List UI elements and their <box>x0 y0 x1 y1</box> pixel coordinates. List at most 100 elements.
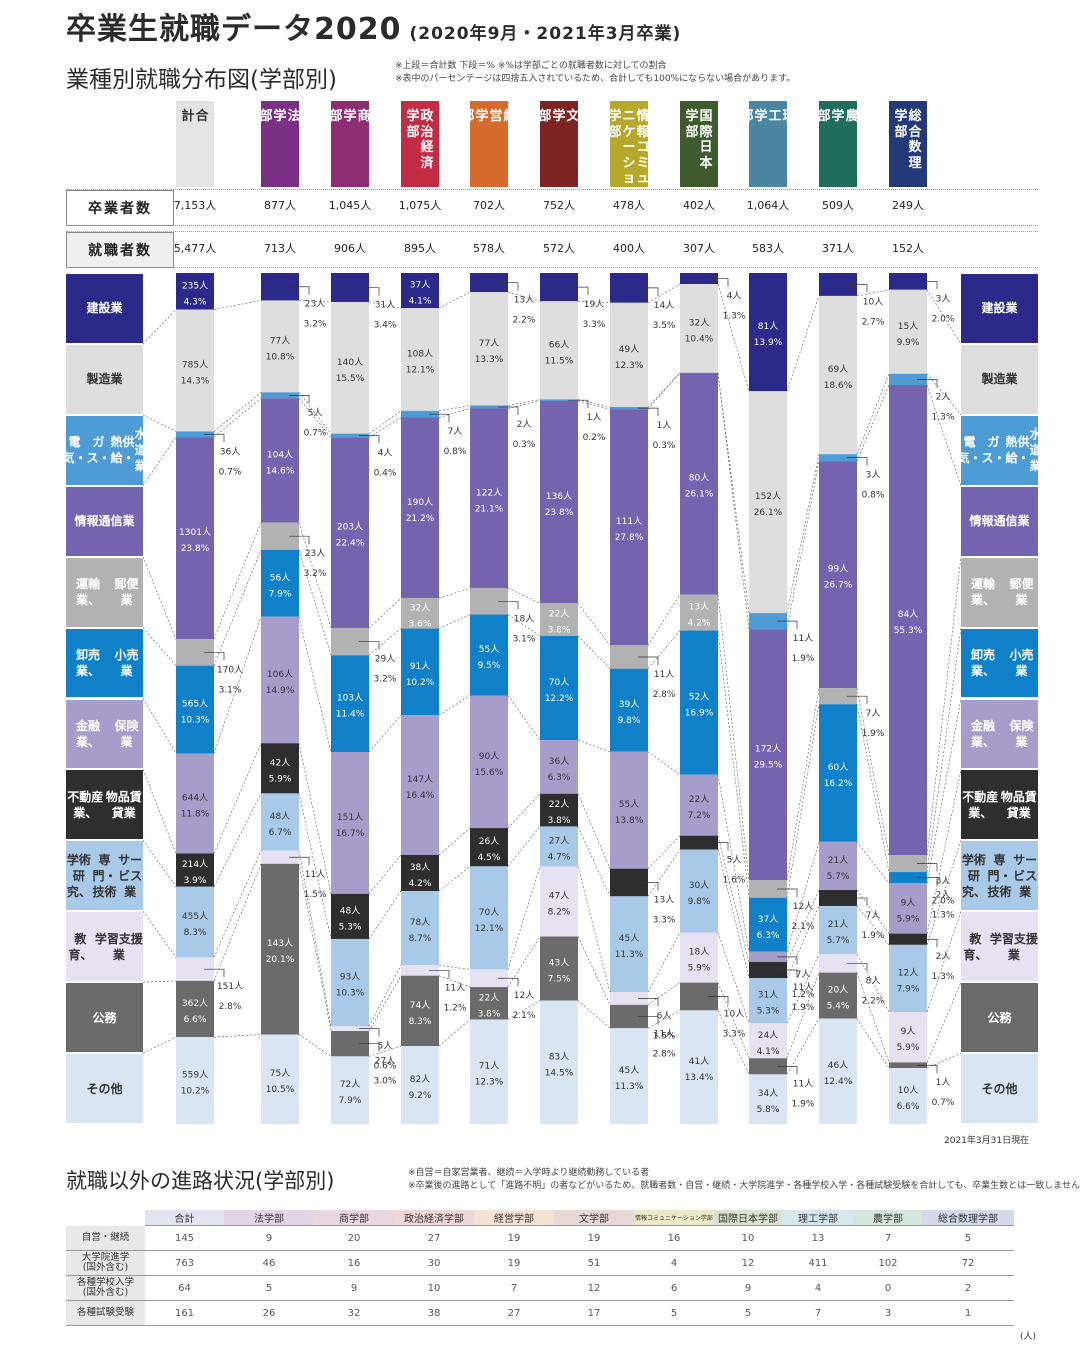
bar-segment <box>819 841 857 891</box>
data-label: 11人 <box>793 982 813 993</box>
bar-segment <box>749 1074 787 1124</box>
data-label: 2人 <box>517 419 532 430</box>
callout-line <box>777 969 798 979</box>
connector-line <box>213 1034 262 1038</box>
table-cell: 0 <box>854 1275 922 1301</box>
industry-label-it: 情報通信業 <box>66 486 143 556</box>
table-corner <box>66 1210 145 1226</box>
bar-segment <box>540 636 578 741</box>
bar-segment <box>610 668 648 752</box>
connector-line <box>856 841 890 884</box>
connector-line <box>926 1052 962 1069</box>
data-label: 362人 <box>182 998 208 1009</box>
percent-label: 3.1% <box>219 685 242 695</box>
callout-line <box>204 652 225 661</box>
bar-segment <box>819 688 857 705</box>
connector-line <box>717 372 750 614</box>
callout-line <box>708 278 729 287</box>
table-cell: 102 <box>854 1250 922 1276</box>
data-label: 5人 <box>378 1041 393 1052</box>
percent-label: 2.8% <box>219 1002 242 1012</box>
faculty-header-text: 学 <box>552 109 566 124</box>
bar-segment <box>331 437 369 629</box>
industry-label-wholesale: 卸売業、 小売業 <box>66 628 143 698</box>
bar-segment <box>749 961 787 979</box>
faculty-header-text: 部 <box>461 109 475 124</box>
bar-segment <box>261 793 299 851</box>
bar-segment <box>610 1004 648 1029</box>
industry-label-text: 学術研究、 <box>66 852 91 899</box>
industry-label-it: 情報通信業 <box>961 486 1038 556</box>
industry-label-text: 建設業 <box>86 301 123 316</box>
bar-segment <box>749 273 787 392</box>
connector-line <box>438 695 471 716</box>
connector-line <box>786 688 820 881</box>
industry-label-manufacturing: 製造業 <box>66 344 143 414</box>
data-label: 48人 <box>270 811 290 822</box>
data-label: 21人 <box>828 855 848 866</box>
section-title-other-paths: 就職以外の進路状況(学部別) <box>66 1169 335 1193</box>
graduates-count: 478人 <box>613 199 645 212</box>
percent-label: 1.9% <box>792 1099 815 1109</box>
connector-line <box>213 392 262 432</box>
data-label: 140人 <box>337 357 363 368</box>
data-label: 104人 <box>267 449 293 460</box>
table-row-label: 大学院進学 (国外含む) <box>66 1250 145 1276</box>
industry-label-utility: 電気・ ガス・ 熱供給・ 水道業 <box>958 415 1042 485</box>
percent-label: 16.9% <box>685 709 714 719</box>
graduates-count: 702人 <box>473 199 505 212</box>
bar-segment <box>540 793 578 827</box>
faculty-header-text: 文 <box>566 109 580 124</box>
connector-line <box>213 863 262 982</box>
date-note: 2021年3月31日現在 <box>944 1136 1030 1146</box>
bar-segment <box>261 743 299 794</box>
data-label: 559人 <box>182 1070 208 1081</box>
connector-line <box>717 284 750 392</box>
percent-label: 8.3% <box>409 1017 432 1027</box>
graduates-count: 877人 <box>264 199 296 212</box>
callout-line <box>917 938 938 948</box>
table-header: 情報コミュニケーション学部 <box>634 1210 714 1226</box>
connector-line <box>142 769 177 854</box>
data-label: 60人 <box>828 762 848 773</box>
data-label: 9人 <box>901 1026 916 1037</box>
data-label: 32人 <box>689 317 709 328</box>
industry-label-text: 小売業 <box>114 648 139 679</box>
industry-label-text: 物品賃貸業 <box>105 789 142 820</box>
percent-label: 4.2% <box>409 879 432 889</box>
data-label: 22人 <box>479 992 499 1003</box>
employed-count: 307人 <box>683 242 715 255</box>
table-cell: 5 <box>714 1300 782 1326</box>
bar-segment <box>261 1034 299 1124</box>
industry-label-text: ガス・ <box>86 435 111 466</box>
table-cell: 32 <box>314 1300 394 1326</box>
bar-segment <box>470 987 508 1020</box>
connector-line <box>368 890 402 940</box>
bar-segment <box>261 549 299 617</box>
connector-line <box>298 300 332 303</box>
percent-label: 3.4% <box>374 321 397 331</box>
table-row-label: 自営・継続 <box>66 1225 145 1251</box>
table-cell: 145 <box>145 1225 224 1251</box>
percent-label: 0.4% <box>374 468 397 478</box>
percent-label: 27.8% <box>615 533 644 543</box>
percent-label: 1.5% <box>653 1031 676 1041</box>
faculty-header-text: 学部 <box>685 109 699 140</box>
data-label: 22人 <box>549 799 569 810</box>
table-header-row: 合計 法学部 商学部 政治経済学部 経営学部 文学部 情報コミュニケーション学部 国際日本学部… <box>66 1210 1014 1226</box>
industry-label-text: 小売業 <box>1009 648 1034 679</box>
industry-label-text: その他 <box>981 1081 1018 1096</box>
industry-label-text: 保険業 <box>1009 718 1034 749</box>
percent-label: 0.8% <box>444 447 467 457</box>
faculty-header-text: 部 <box>538 109 552 124</box>
data-label: 83人 <box>549 1051 569 1062</box>
callout-line <box>917 1064 938 1074</box>
percent-label: 0.3% <box>653 441 676 451</box>
data-label: 26人 <box>479 836 499 847</box>
data-label: 152人 <box>755 491 781 502</box>
connector-line <box>926 289 962 345</box>
faculty-header-text: 計 <box>181 109 195 124</box>
table-header: 総合数理学部 <box>922 1210 1014 1226</box>
connector-line <box>213 522 262 640</box>
faculty-header-7: 国際日本 学部 <box>680 101 718 187</box>
